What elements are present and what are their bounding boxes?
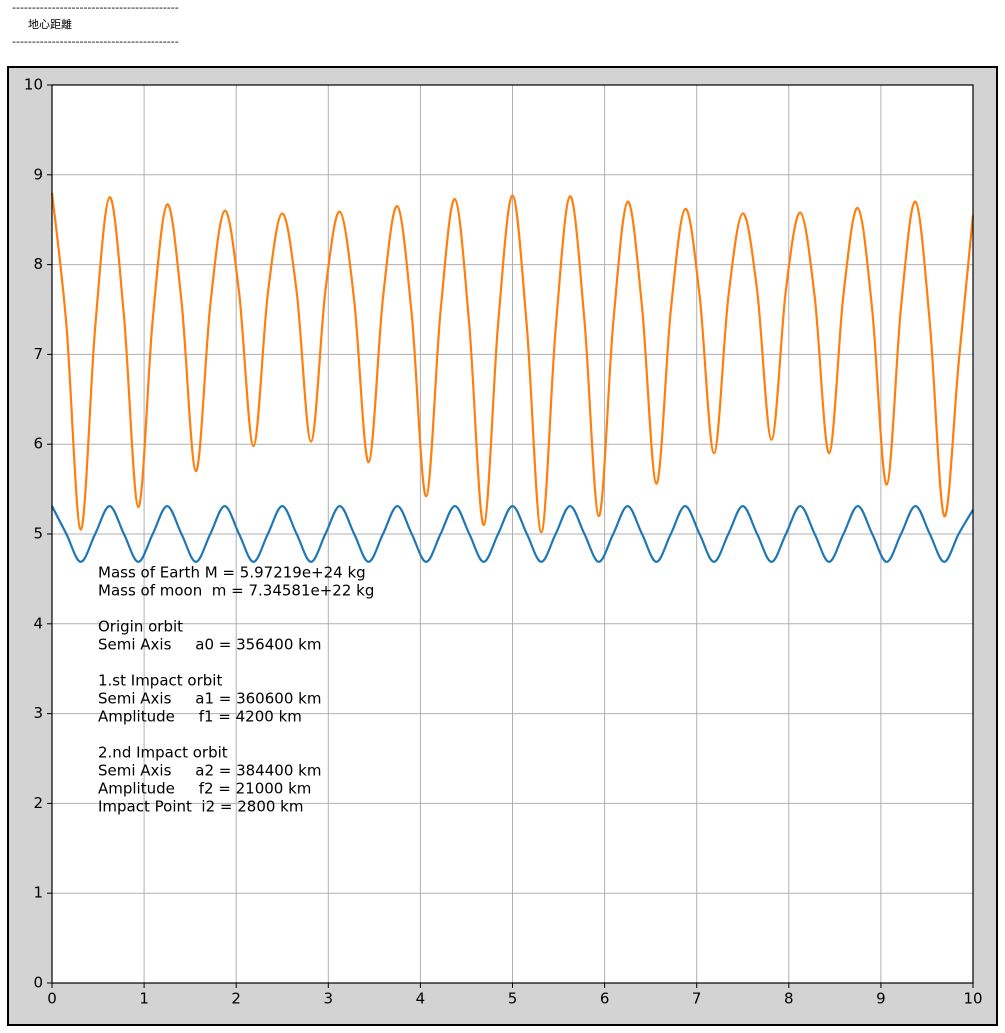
plot-border [51,84,974,984]
x-tick-label: 6 [600,990,610,1008]
line-series [50,192,975,534]
x-tick-label: 8 [784,990,794,1008]
x-tick-label: 3 [324,990,334,1008]
annotation-line: 1.st Impact orbit [98,672,222,690]
y-tick-label: 0 [33,974,43,992]
y-tick-label: 10 [24,76,43,94]
annotation-line: Semi Axis a1 = 360600 km [98,690,321,708]
y-tick-label: 8 [33,255,43,273]
y-tick-label: 7 [33,345,43,363]
annotation-line: Mass of moon m = 7.34581e+22 kg [98,582,374,600]
rule: ----------------------------------------… [12,1,179,14]
x-tick-label: 1 [139,990,149,1008]
rule: ----------------------------------------… [12,35,179,48]
annotation-line: Amplitude f1 = 4200 km [98,708,302,726]
annotation-line: Semi Axis a2 = 384400 km [98,762,321,780]
x-tick-label: 0 [47,990,57,1008]
x-tick-label: 4 [416,990,426,1008]
x-tick-label: 5 [508,990,518,1008]
y-tick-label: 5 [33,525,43,543]
y-tick-label: 6 [33,435,43,453]
y-tick-label: 9 [33,165,43,183]
y-tick-label: 3 [33,704,43,722]
x-tick-label: 9 [876,990,886,1008]
annotation-line: Amplitude f2 = 21000 km [98,780,311,798]
x-tick-label: 7 [692,990,702,1008]
annotation-line: Impact Point i2 = 2800 km [98,798,303,816]
annotation-line: Mass of Earth M = 5.97219e+24 kg [98,564,366,582]
y-tick-label: 2 [33,794,43,812]
x-tick-label: 10 [963,990,982,1008]
annotation-line: Semi Axis a0 = 356400 km [98,636,321,654]
y-tick-label: 4 [33,614,43,632]
x-tick-label: 2 [231,990,241,1008]
page-title: 地心距離 [28,17,72,31]
annotation-line: 2.nd Impact orbit [98,744,228,762]
annotation-line: Origin orbit [98,618,183,636]
line-series [51,505,974,563]
y-tick-label: 1 [33,884,43,902]
